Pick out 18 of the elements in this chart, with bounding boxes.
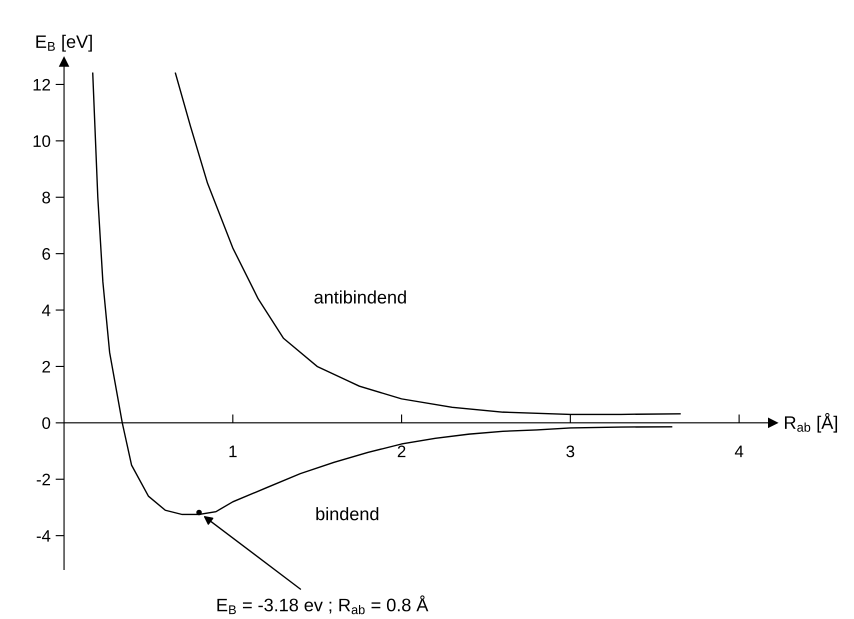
- y-axis-title: E$_{B}$ [eV]: [36, 34, 92, 52]
- x-tick-label: 2: [398, 446, 406, 458]
- x-axis-title: R$_{ab}$ [Å]: [784, 413, 838, 433]
- y-tick-label: 0: [42, 417, 50, 430]
- x-tick-label: 1: [229, 446, 237, 458]
- annotation: E$_{B}$ = -3.18 ev ; R$_{ab}$ = 0.8 Å: [217, 595, 428, 614]
- x-tick-label: 4: [734, 446, 744, 458]
- y-tick-label: 8: [42, 192, 50, 204]
- y-tick-label: 2: [42, 360, 50, 372]
- y-tick-label: 4: [42, 304, 50, 316]
- text: antibindend: [314, 290, 406, 304]
- y-tick-label: 6: [42, 248, 50, 260]
- y-tick-label: -4: [36, 530, 50, 542]
- text: bindend: [316, 507, 378, 520]
- y-tick-label: 10: [34, 135, 50, 148]
- x-tick-label: 3: [566, 446, 574, 458]
- y-tick-label: 12: [34, 78, 50, 90]
- y-tick-label: -2: [36, 474, 50, 486]
